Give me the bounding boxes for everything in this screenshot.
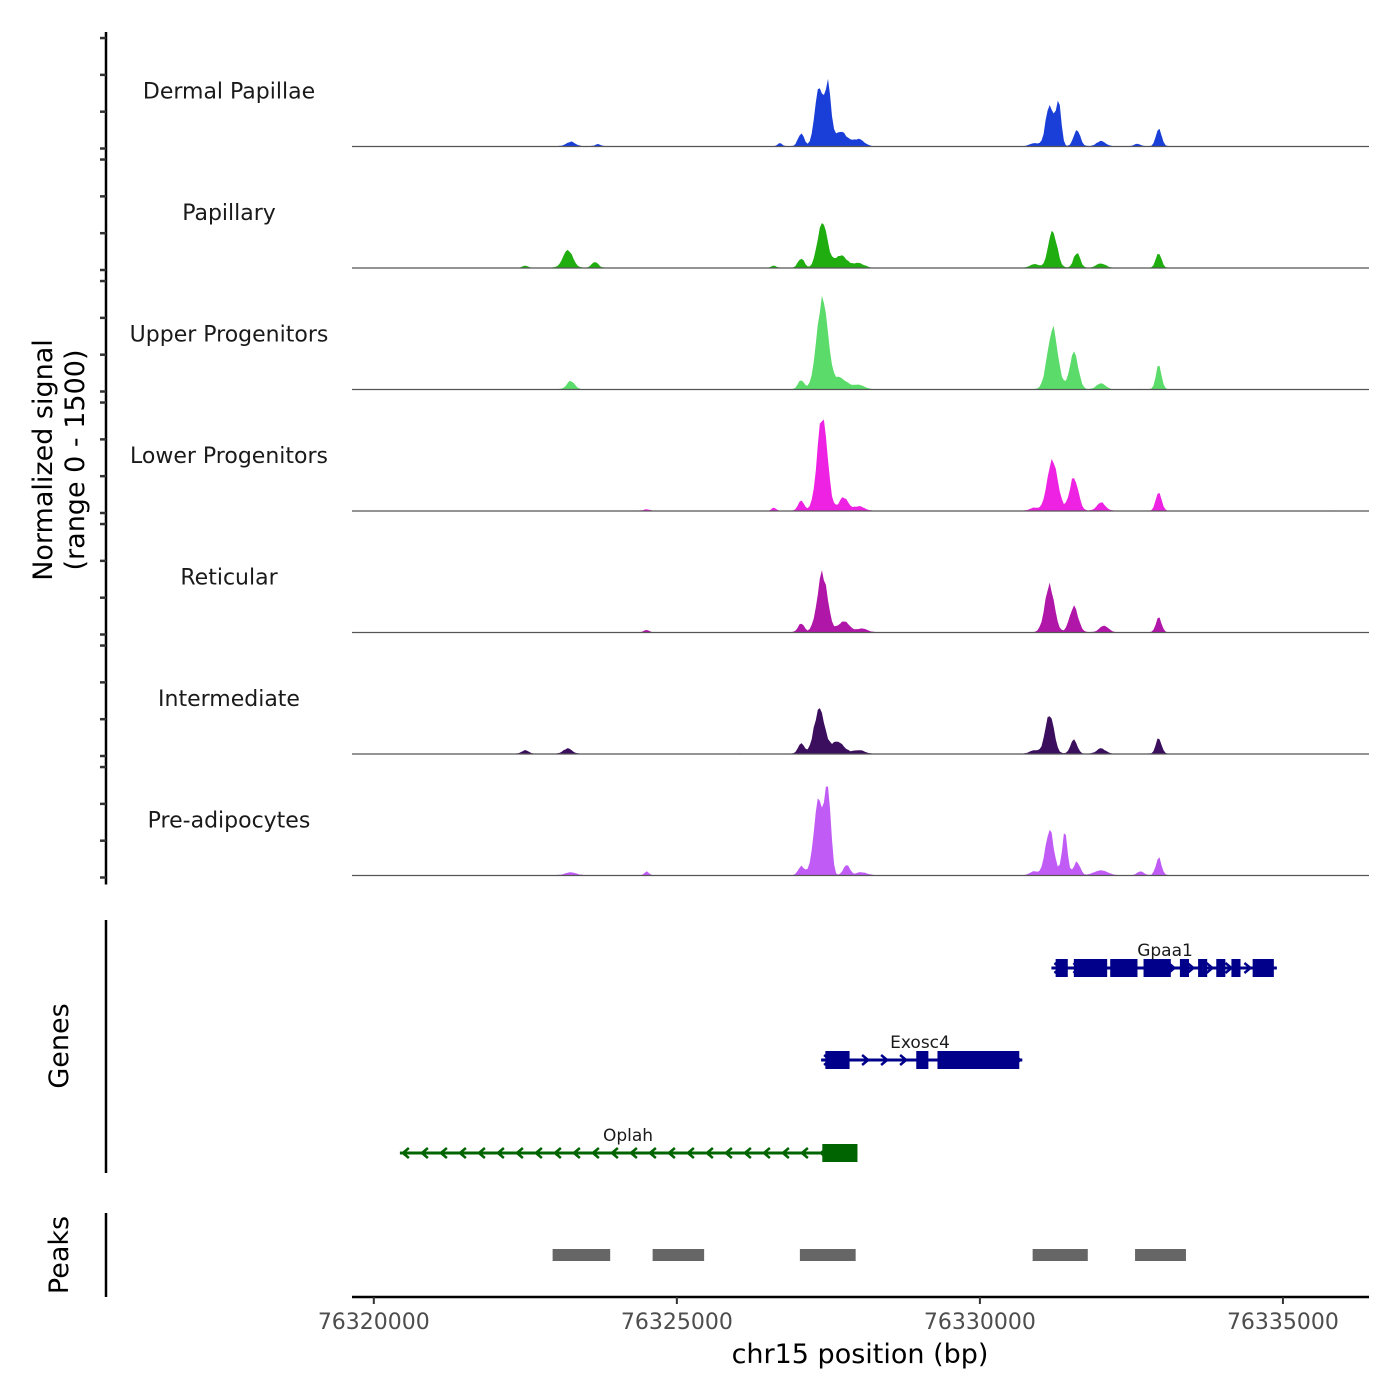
track-label: Pre-adipocytes bbox=[148, 809, 311, 834]
signal-area bbox=[352, 419, 1369, 511]
track-upper-progenitors: Upper Progenitors bbox=[130, 295, 1369, 391]
gene-exosc4: Exosc4 bbox=[821, 1033, 1023, 1069]
track-label: Upper Progenitors bbox=[130, 323, 329, 348]
strand-arrow-icon bbox=[861, 1054, 871, 1066]
exon bbox=[916, 1051, 929, 1069]
strand-arrow-icon bbox=[685, 1147, 695, 1159]
strand-arrow-icon bbox=[400, 1147, 410, 1159]
x-tick-label: 76330000 bbox=[924, 1310, 1036, 1335]
strand-arrow-icon bbox=[1205, 962, 1215, 974]
strand-arrow-icon bbox=[742, 1147, 752, 1159]
strand-arrow-icon bbox=[419, 1147, 429, 1159]
signal-tracks: Dermal Papillae Papillary Upper Progenitor… bbox=[130, 78, 1369, 877]
strand-arrow-icon bbox=[552, 1147, 562, 1159]
gene-label: Exosc4 bbox=[890, 1033, 950, 1053]
signal-area bbox=[352, 223, 1369, 268]
x-tick-label: 76325000 bbox=[621, 1310, 733, 1335]
signal-area bbox=[352, 708, 1369, 754]
strand-arrow-icon bbox=[723, 1147, 733, 1159]
peaks-track-label: Peaks bbox=[44, 1216, 75, 1294]
exon bbox=[1143, 959, 1171, 977]
signal-y-axis-title-line1: Normalized signal bbox=[28, 339, 59, 581]
exon bbox=[1073, 959, 1108, 977]
track-label: Lower Progenitors bbox=[130, 444, 328, 469]
strand-arrow-icon bbox=[476, 1147, 486, 1159]
signal-area bbox=[352, 295, 1369, 390]
x-tick-label: 76335000 bbox=[1227, 1310, 1339, 1335]
track-papillary: Papillary bbox=[182, 201, 1369, 269]
peak-region bbox=[1135, 1249, 1186, 1261]
exon bbox=[1198, 959, 1208, 977]
gene-oplah: Oplah bbox=[399, 1126, 858, 1162]
exon bbox=[937, 1051, 1020, 1069]
x-axis-ticks: 76320000 76325000 76330000 76335000 bbox=[318, 1297, 1339, 1335]
strand-arrow-icon bbox=[495, 1147, 505, 1159]
track-label: Intermediate bbox=[158, 687, 300, 712]
track-reticular: Reticular bbox=[180, 566, 1369, 634]
strand-arrow-icon bbox=[1186, 962, 1196, 974]
track-intermediate: Intermediate bbox=[158, 687, 1369, 755]
track-label: Dermal Papillae bbox=[143, 80, 315, 105]
strand-arrow-icon bbox=[590, 1147, 600, 1159]
strand-arrow-icon bbox=[666, 1147, 676, 1159]
peak-region bbox=[552, 1249, 611, 1261]
signal-area bbox=[352, 786, 1369, 876]
strand-arrow-icon bbox=[609, 1147, 619, 1159]
track-dermal-papillae: Dermal Papillae bbox=[143, 78, 1369, 148]
gene-label: Gpaa1 bbox=[1137, 941, 1193, 961]
strand-arrow-icon bbox=[628, 1147, 638, 1159]
gene-gpaa1: Gpaa1 bbox=[1051, 941, 1277, 977]
strand-arrow-icon bbox=[438, 1147, 448, 1159]
exon bbox=[822, 1144, 858, 1162]
exon bbox=[1110, 959, 1138, 977]
exon bbox=[1055, 959, 1068, 977]
strand-arrow-icon bbox=[1224, 962, 1234, 974]
signal-area bbox=[352, 570, 1369, 633]
track-label: Papillary bbox=[182, 201, 276, 226]
strand-arrow-icon bbox=[514, 1147, 524, 1159]
gene-label: Oplah bbox=[603, 1126, 653, 1146]
strand-arrow-icon bbox=[1243, 962, 1253, 974]
exon bbox=[1179, 959, 1189, 977]
exon bbox=[1216, 959, 1226, 977]
x-tick-label: 76320000 bbox=[318, 1310, 430, 1335]
x-axis-title: chr15 position (bp) bbox=[732, 1339, 989, 1370]
gene-track: Gpaa1 Exosc4 Oplah bbox=[399, 941, 1277, 1162]
exon bbox=[825, 1051, 850, 1069]
signal-y-axis bbox=[100, 32, 108, 885]
strand-arrow-icon bbox=[533, 1147, 543, 1159]
strand-arrow-icon bbox=[899, 1054, 909, 1066]
strand-arrow-icon bbox=[799, 1147, 809, 1159]
exon bbox=[1231, 959, 1241, 977]
signal-y-axis-title-line2: (range 0 - 1500) bbox=[60, 350, 91, 571]
peak-track bbox=[552, 1249, 1186, 1261]
strand-arrow-icon bbox=[761, 1147, 771, 1159]
signal-area bbox=[352, 78, 1369, 147]
track-label: Reticular bbox=[180, 566, 278, 591]
strand-arrow-icon bbox=[647, 1147, 657, 1159]
strand-arrow-icon bbox=[457, 1147, 467, 1159]
strand-arrow-icon bbox=[704, 1147, 714, 1159]
genes-track-label: Genes bbox=[44, 1003, 75, 1088]
peak-region bbox=[799, 1249, 856, 1261]
strand-arrow-icon bbox=[571, 1147, 581, 1159]
strand-arrow-icon bbox=[780, 1147, 790, 1159]
track-lower-progenitors: Lower Progenitors bbox=[130, 419, 1369, 512]
track-pre-adipocytes: Pre-adipocytes bbox=[148, 786, 1369, 877]
peak-region bbox=[1032, 1249, 1088, 1261]
strand-arrow-icon bbox=[880, 1054, 890, 1066]
peak-region bbox=[652, 1249, 705, 1261]
exon bbox=[1252, 959, 1274, 977]
